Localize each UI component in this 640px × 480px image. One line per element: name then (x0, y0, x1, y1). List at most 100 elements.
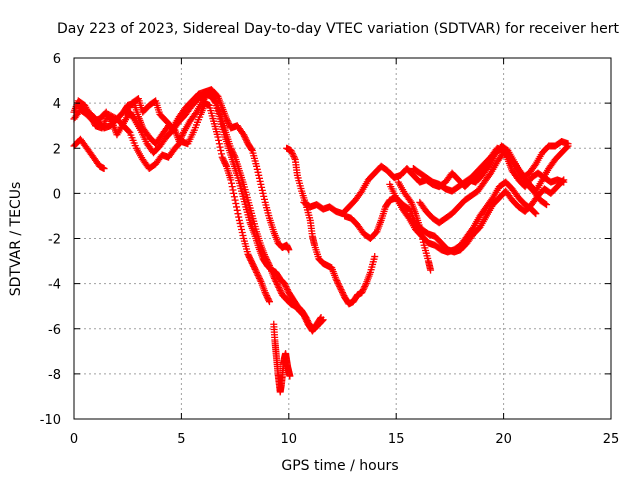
data-point-marker (224, 118, 232, 126)
data-point-marker (261, 253, 269, 261)
data-point-marker (287, 147, 295, 155)
data-point-marker (249, 261, 257, 269)
data-point-marker (256, 177, 264, 185)
series-arc-9 (341, 176, 568, 256)
data-point-marker (253, 270, 261, 278)
data-point-marker (301, 313, 309, 321)
series-arc-14 (465, 142, 551, 209)
data-point-marker (253, 162, 261, 170)
data-point-marker (531, 209, 539, 217)
data-point-marker (257, 180, 265, 188)
data-point-marker (248, 258, 256, 266)
data-point-marker (177, 134, 185, 142)
data-point-marker (371, 253, 379, 261)
data-point-marker (291, 154, 299, 162)
data-point-marker (255, 274, 263, 282)
data-point-marker (254, 271, 262, 279)
data-point-marker (334, 280, 342, 288)
data-point-marker (288, 148, 296, 156)
data-point-marker (263, 292, 271, 300)
data-point-marker (277, 288, 285, 296)
y-tick-label: -6 (48, 323, 61, 338)
data-point-marker (225, 119, 233, 127)
data-point-marker (255, 273, 263, 281)
data-point-marker (231, 196, 239, 204)
data-point-marker (230, 152, 238, 160)
data-point-marker (261, 289, 269, 297)
data-point-marker (336, 283, 344, 291)
data-point-marker (285, 246, 293, 254)
data-point-marker (339, 289, 346, 297)
data-point-marker (255, 171, 263, 179)
data-point-marker (125, 127, 133, 135)
data-point-marker (265, 260, 273, 268)
x-axis-label: GPS time / hours (281, 458, 398, 474)
data-point-marker (230, 189, 238, 197)
data-point-marker (335, 281, 343, 289)
data-point-marker (256, 276, 264, 284)
data-point-marker (361, 283, 369, 291)
y-tick-label: 4 (53, 97, 61, 112)
y-tick-label: 2 (53, 142, 61, 157)
data-point-marker (228, 147, 236, 155)
data-point-marker (251, 265, 259, 273)
data-point-marker (532, 210, 540, 218)
data-point-marker (264, 295, 272, 303)
data-point-marker (220, 156, 228, 164)
data-point-marker (248, 259, 256, 267)
series-arc-6 (270, 320, 294, 396)
y-tick-label: -4 (48, 278, 61, 293)
data-point-marker (216, 143, 224, 151)
data-point-marker (241, 134, 249, 142)
data-point-marker (281, 281, 289, 289)
data-point-marker (233, 203, 241, 211)
y-tick-label: 6 (53, 52, 61, 67)
data-point-marker (262, 290, 270, 298)
data-point-marker (245, 253, 253, 261)
data-point-marker (217, 150, 225, 158)
data-point-marker (250, 262, 258, 270)
data-point-marker (227, 176, 235, 184)
data-point-marker (300, 311, 308, 319)
data-point-marker (283, 286, 291, 294)
data-point-marker (238, 228, 246, 236)
data-point-marker (272, 277, 280, 285)
data-point-marker (223, 116, 231, 124)
data-points (70, 86, 572, 396)
data-point-marker (247, 256, 255, 264)
data-point-marker (333, 277, 341, 285)
data-point-marker (541, 200, 549, 208)
y-tick-label: -10 (40, 413, 61, 428)
x-tick-label: 20 (495, 432, 512, 447)
data-point-marker (254, 168, 262, 176)
x-tick-label: 0 (70, 432, 78, 447)
data-point-marker (253, 268, 261, 276)
data-point-marker (316, 315, 324, 323)
data-point-marker (427, 266, 435, 274)
x-tick-label: 5 (177, 432, 185, 447)
data-point-marker (233, 206, 241, 214)
data-point-marker (175, 137, 183, 145)
data-point-marker (259, 189, 267, 197)
data-point-marker (264, 259, 272, 267)
data-point-marker (229, 186, 237, 194)
series-arc-1 (70, 135, 108, 173)
series-arc-11 (386, 178, 540, 256)
data-point-marker (230, 193, 238, 201)
data-point-marker (228, 179, 236, 187)
x-tick-label: 15 (388, 432, 405, 447)
data-point-marker (288, 150, 296, 158)
data-point-marker (100, 165, 108, 173)
data-point-marker (217, 147, 225, 155)
data-point-marker (273, 280, 281, 288)
series-arc-10 (394, 178, 435, 274)
data-point-marker (260, 192, 268, 200)
y-tick-label: -2 (48, 233, 61, 248)
data-point-marker (263, 256, 271, 264)
data-point-marker (265, 296, 273, 304)
data-point-marker (215, 136, 223, 144)
data-point-marker (215, 140, 223, 148)
data-point-marker (263, 293, 271, 301)
data-point-marker (338, 287, 346, 295)
data-point-marker (271, 276, 279, 284)
